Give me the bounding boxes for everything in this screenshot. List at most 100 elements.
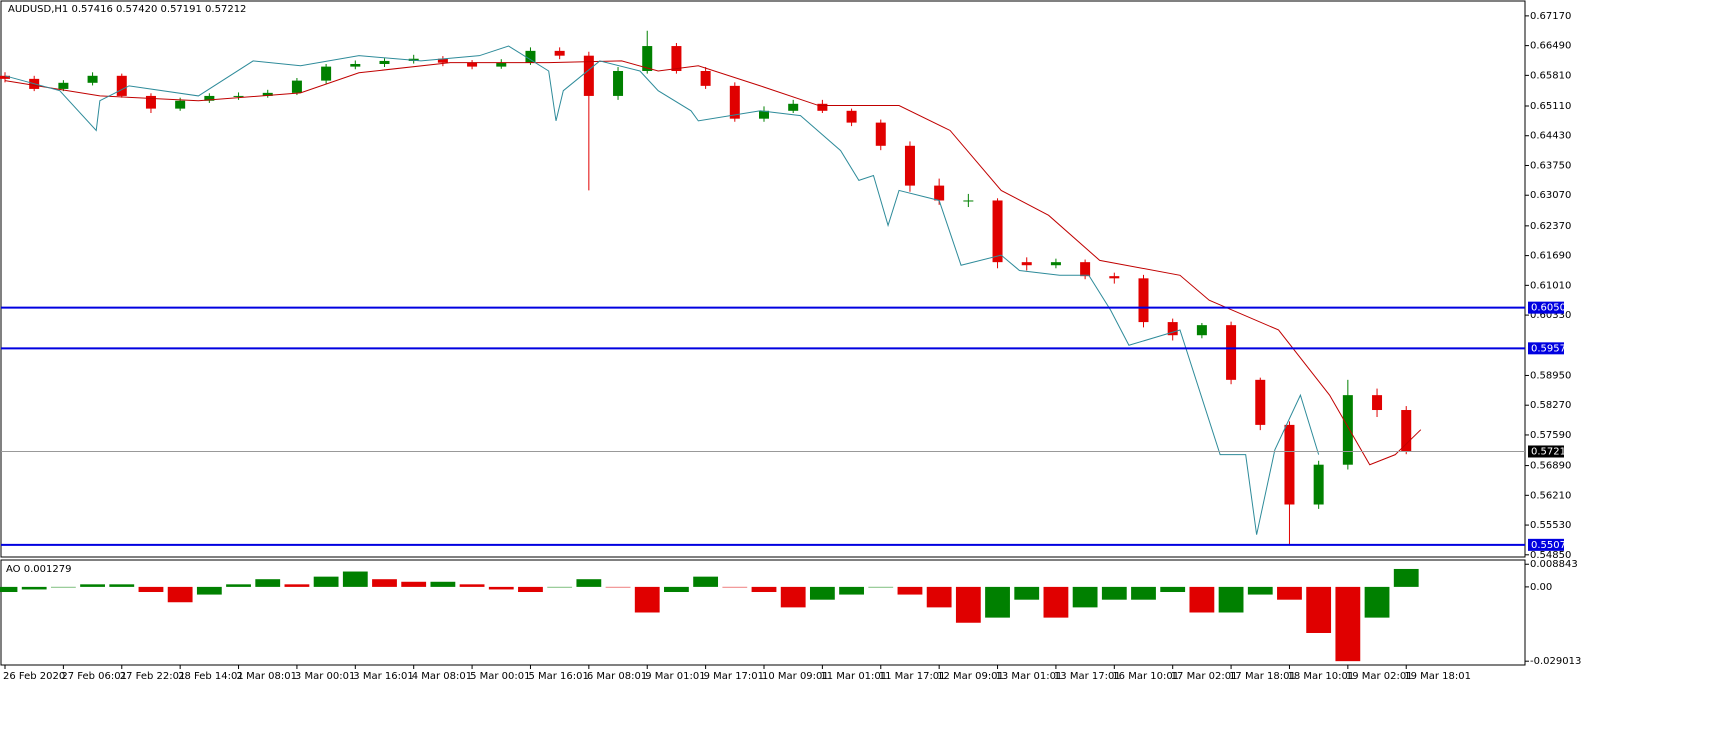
ao-bar: [1131, 586, 1156, 600]
last-price-label: 0.57212: [1531, 446, 1572, 457]
ao-bar: [167, 586, 193, 603]
main-panel: [0, 0, 1526, 558]
candle-body: [525, 50, 536, 63]
ao-bar: [926, 586, 952, 608]
ao-bar: [80, 584, 105, 587]
ao-bar: [196, 586, 222, 595]
ao-bar: [693, 576, 719, 587]
y-tick-label: 0.67170: [1530, 11, 1571, 22]
candle-body: [1138, 278, 1149, 323]
level-label: 0.60500: [1531, 303, 1572, 314]
ao-bar: [547, 586, 573, 588]
y-tick-label: 0.64430: [1530, 131, 1571, 142]
candle-body: [379, 60, 390, 64]
x-tick-label: 19 Mar 18:01: [1404, 671, 1471, 682]
ao-bar: [1218, 586, 1244, 613]
candle-body: [1284, 424, 1295, 505]
candle-body: [350, 63, 361, 67]
y-tick-label: 0.008843: [1530, 559, 1578, 570]
ao-title: AO 0.001279: [6, 564, 71, 575]
candle-body: [58, 82, 69, 89]
x-tick-label: 5 Mar 00:01: [470, 671, 530, 682]
x-tick-label: 2 Mar 08:01: [237, 671, 297, 682]
candle-body: [904, 145, 915, 186]
ao-bar: [1014, 586, 1040, 600]
ao-bar: [634, 586, 660, 613]
ao-bar: [313, 576, 339, 587]
candle-body: [788, 103, 799, 111]
ao-bar: [576, 579, 602, 587]
candle-body: [145, 95, 156, 109]
x-tick-label: 27 Feb 22:01: [120, 671, 186, 682]
y-tick-label: 0.58270: [1530, 400, 1571, 411]
ao-bar: [21, 586, 47, 590]
ao-bar: [226, 584, 251, 587]
ao-bar: [0, 586, 18, 593]
y-tick-label: 0.65110: [1530, 101, 1571, 112]
y-tick-label: 0.00: [1530, 582, 1552, 593]
ao-bar: [1189, 586, 1215, 613]
candle-body: [613, 70, 624, 96]
level-label-box: [1528, 538, 1564, 551]
y-tick-label: 0.58950: [1530, 370, 1571, 381]
x-tick-label: 28 Feb 14:01: [178, 671, 244, 682]
candle-body: [583, 55, 594, 96]
candle-body: [817, 103, 828, 111]
y-tick-label: 0.54850: [1530, 550, 1571, 561]
ao-bar: [430, 581, 456, 587]
x-tick-label: 3 Mar 00:01: [295, 671, 355, 682]
ao-bar: [897, 586, 923, 595]
candle-body: [321, 66, 332, 81]
ao-bar: [138, 586, 164, 593]
candle-body: [496, 62, 507, 67]
ao-bar: [985, 586, 1010, 618]
candle-body: [700, 70, 711, 86]
y-tick-label: 0.62370: [1530, 221, 1571, 232]
candle-body: [729, 85, 740, 119]
chart-title: AUDUSD,H1 0.57416 0.57420 0.57191 0.5721…: [8, 4, 246, 15]
ao-bar: [1393, 568, 1419, 587]
ao-bar: [284, 584, 310, 587]
candle-body: [437, 58, 448, 63]
x-tick-label: 11 Mar 17:01: [879, 671, 946, 682]
candle-body: [554, 50, 565, 56]
ao-bar: [459, 584, 485, 587]
level-label: 0.59570: [1531, 343, 1572, 354]
candle-body: [1080, 262, 1091, 277]
indicator-line: [4, 45, 1320, 535]
x-tick-label: 19 Mar 02:01: [1346, 671, 1413, 682]
ao-bar: [780, 586, 806, 608]
candle-body: [1021, 262, 1032, 266]
ao-bar: [401, 581, 427, 587]
ao-bar: [342, 571, 368, 587]
ao-bar: [1247, 586, 1273, 595]
candle-body: [1196, 325, 1207, 336]
ao-bar: [50, 586, 76, 588]
ao-bar: [955, 586, 981, 623]
x-tick-label: 27 Feb 06:01: [61, 671, 127, 682]
x-tick-label: 13 Mar 17:01: [1054, 671, 1121, 682]
x-tick-label: 12 Mar 09:01: [937, 671, 1004, 682]
ao-bar: [664, 586, 689, 593]
candle-body: [1342, 395, 1353, 465]
candle-body: [846, 110, 857, 123]
x-tick-label: 18 Mar 10:01: [1287, 671, 1354, 682]
y-tick-label: 0.65810: [1530, 70, 1571, 81]
candle-body: [1313, 464, 1324, 505]
x-tick-label: 13 Mar 01:01: [996, 671, 1063, 682]
candle-body: [233, 95, 244, 97]
y-tick-label: 0.61010: [1530, 280, 1571, 291]
x-tick-label: 10 Mar 09:01: [762, 671, 829, 682]
ao-bar: [1335, 586, 1361, 662]
level-label-box: [1528, 342, 1564, 355]
candle-body: [262, 92, 273, 96]
ao-bar: [1101, 586, 1127, 600]
ao-bar: [1072, 586, 1098, 608]
y-tick-label: -0.029013: [1530, 656, 1581, 667]
candle-body: [467, 62, 478, 67]
x-tick-label: 4 Mar 08:01: [412, 671, 472, 682]
candle-body: [671, 46, 682, 71]
x-tick-label: 17 Mar 02:01: [1171, 671, 1238, 682]
x-tick-label: 26 Feb 2020: [3, 671, 65, 682]
y-tick-label: 0.63070: [1530, 190, 1571, 201]
